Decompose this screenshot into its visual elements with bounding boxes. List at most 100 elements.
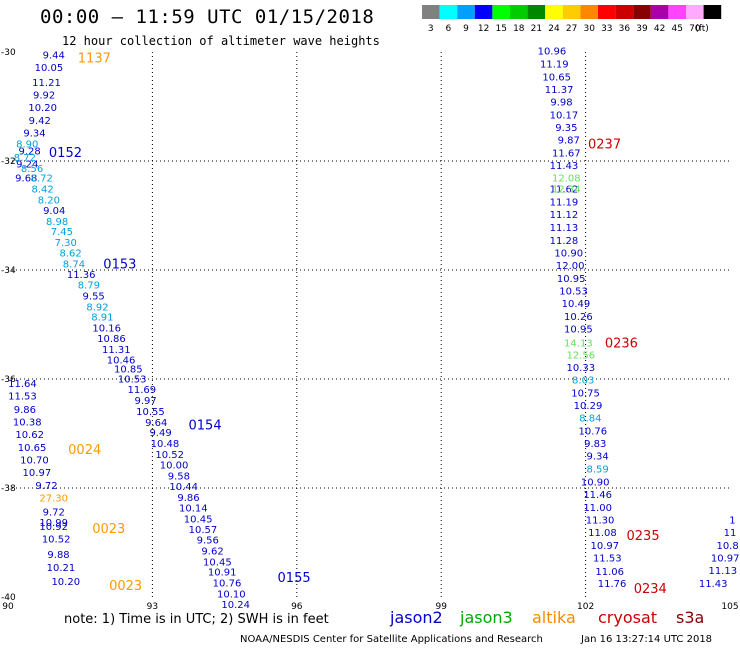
swh-value-label: 10.20: [28, 103, 57, 114]
swh-value-label: 12.00: [556, 261, 585, 272]
swh-value-label: 9.04: [43, 206, 65, 217]
swh-value-label: 9.62: [201, 546, 223, 557]
legend-bin-label: 39: [636, 24, 648, 34]
legend-bin-label: 30: [583, 24, 595, 34]
swh-value-label: 10.29: [574, 401, 603, 412]
swh-value-label: 8.72: [31, 174, 53, 185]
swh-value-label: 12.56: [566, 350, 595, 361]
swh-value-label: 10.62: [15, 430, 44, 441]
swh-value-label: 11: [724, 528, 737, 539]
swh-value-label: 11.13: [550, 223, 579, 234]
credit-text: NOAA/NESDIS Center for Satellite Applica…: [240, 634, 543, 645]
swh-value-label: 9.35: [555, 123, 577, 134]
swh-value-label: 10.65: [18, 443, 47, 454]
legend-swatch: [510, 5, 528, 19]
legend-bin-label: 3: [428, 24, 434, 34]
swh-value-label: 10.70: [20, 455, 49, 466]
swh-value-label: 27.30: [39, 494, 68, 505]
swh-value-label: 9.72: [43, 507, 65, 518]
pass-time-label: 0024: [68, 443, 101, 458]
satellite-legend-jason3: jason3: [460, 608, 513, 627]
swh-value-label: 11.31: [102, 345, 131, 356]
swh-value-label: 10.90: [554, 248, 583, 259]
legend-bin-label: 24: [548, 24, 560, 34]
swh-value-label: 8.91: [91, 313, 113, 324]
swh-value-label: 10.85: [114, 364, 143, 375]
satellite-legend-altika: altika: [532, 608, 576, 627]
swh-value-label: 10.55: [136, 407, 165, 418]
swh-value-label: 11.12: [550, 210, 579, 221]
swh-value-label: 7.30: [55, 238, 77, 249]
swh-value-label: 11.64: [8, 379, 37, 390]
swh-value-label: 10.17: [550, 110, 579, 121]
swh-value-label: 10.75: [571, 388, 600, 399]
swh-value-label: 11.43: [699, 579, 728, 590]
swh-value-label: 11.67: [552, 149, 581, 160]
legend-bin-label: 70: [689, 24, 701, 34]
swh-value-label: 10.24: [221, 600, 250, 611]
data-layer: 9.4410.0511.219.9210.209.429.348.909.288…: [8, 47, 739, 611]
swh-value-label: 10.95: [557, 274, 586, 285]
swh-value-label: 8.03: [572, 375, 594, 386]
swh-value-label: 9.68: [15, 174, 37, 185]
pass-time-label: 0237: [588, 138, 621, 153]
swh-value-label: 8.62: [59, 248, 81, 259]
swh-value-label: 9.55: [83, 291, 105, 302]
y-tick-label: -38: [1, 484, 16, 494]
swh-value-label: 8.20: [38, 196, 60, 207]
swh-value-label: 9.83: [584, 439, 606, 450]
swh-value-label: 9.28: [19, 146, 41, 157]
pass-time-label: 0235: [627, 529, 660, 544]
swh-value-label: 10.53: [559, 287, 588, 298]
swh-value-label: 10.97: [23, 468, 52, 479]
legend-unit: (ft): [695, 24, 709, 34]
swh-value-label: 9.42: [29, 116, 51, 127]
legend-bin-label: 6: [446, 24, 452, 34]
swh-value-label: 10.86: [97, 334, 126, 345]
swh-value-label: 10.97: [711, 554, 740, 565]
swh-value-label: 11.53: [593, 554, 622, 565]
swh-value-label: 9.24: [16, 160, 38, 171]
legend-bin-label: 33: [601, 24, 612, 34]
swh-value-label: 10.26: [564, 312, 593, 323]
x-tick-label: 99: [435, 602, 447, 612]
x-tick-label: 105: [721, 602, 738, 612]
swh-value-label: 8.56: [21, 164, 43, 175]
pass-time-label: 0023: [92, 522, 125, 537]
axis-layer: 90 93 96 99 102 105 -30 -32 -34 -36 -38 -40: [1, 48, 739, 612]
swh-value-label: 10.05: [35, 63, 64, 74]
legend-swatch: [545, 5, 563, 19]
swh-value-label: 8.72: [14, 153, 36, 164]
swh-value-label: 8.74: [63, 259, 85, 270]
pass-time-label: 0236: [605, 337, 638, 352]
swh-value-label: 14.13: [564, 338, 593, 349]
swh-value-label: 10.21: [47, 563, 76, 574]
legend-bin-label: 12: [478, 24, 489, 34]
swh-value-label: 9.87: [558, 136, 580, 147]
swh-value-label: 8.98: [46, 217, 68, 228]
swh-value-label: 8.92: [86, 302, 108, 313]
swh-value-label: 10.16: [92, 324, 121, 335]
pass-time-label: 0154: [189, 418, 222, 433]
swh-value-label: 11.13: [708, 566, 737, 577]
swh-value-label: 11.28: [550, 236, 579, 247]
legend-swatch: [439, 5, 458, 19]
swh-value-label: 11.37: [545, 85, 574, 96]
swh-value-label: 11.19: [540, 59, 569, 70]
swh-value-label: 9.86: [177, 493, 199, 504]
swh-value-label: 10.38: [13, 417, 42, 428]
swh-value-label: 10.52: [42, 535, 71, 546]
legend-swatch: [650, 5, 669, 19]
swh-value-label: 9.92: [33, 90, 55, 101]
swh-value-label: 10.46: [107, 356, 136, 367]
swh-value-label: 9.34: [587, 452, 609, 463]
satellite-legend-s3a: s3a: [676, 608, 705, 627]
swh-value-label: 7.45: [51, 227, 73, 238]
pass-time-label: 0153: [103, 258, 136, 273]
swh-value-label: 10.20: [51, 577, 80, 588]
timestamp-text: Jan 16 13:27:14 UTC 2018: [581, 634, 713, 645]
swh-value-label: 9.72: [35, 481, 57, 492]
x-tick-label: 90: [2, 602, 14, 612]
swh-value-label: 11.06: [595, 567, 624, 578]
legend-bin-label: 18: [513, 24, 525, 34]
